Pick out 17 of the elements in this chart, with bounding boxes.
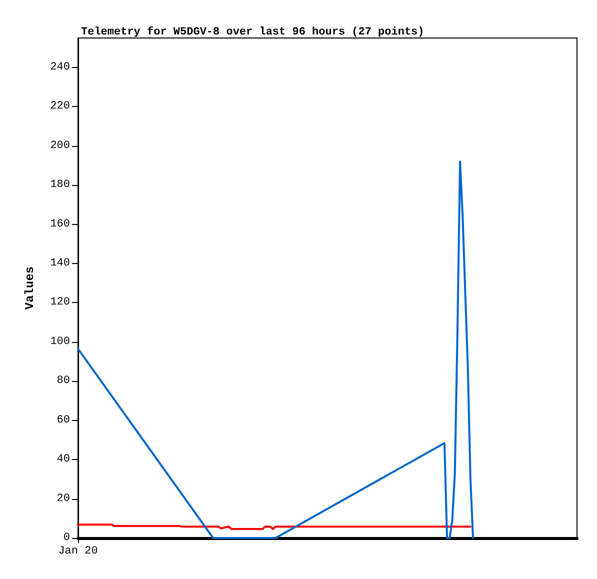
y-tick-label: 160 <box>50 218 70 230</box>
y-tick-label: 180 <box>50 179 70 192</box>
x-tick-label: Jan 20 <box>58 546 98 558</box>
y-tick-label: 200 <box>50 140 70 152</box>
chart-title: Telemetry for W5DGV-8 over last 96 hours (27 points) <box>81 26 424 38</box>
y-tick-label: 60 <box>56 414 70 426</box>
y-tick-label: 20 <box>56 492 70 505</box>
y-tick-label: 220 <box>50 100 70 113</box>
y-tick-label: 100 <box>50 336 70 348</box>
y-tick-label: 40 <box>56 454 70 466</box>
y-tick-label: 140 <box>50 257 70 270</box>
y-tick-label: 120 <box>50 296 70 309</box>
y-tick-label: 240 <box>50 61 70 74</box>
y-axis-title: Values <box>23 266 37 310</box>
line-series <box>77 160 474 539</box>
y-tick-label: 80 <box>56 375 70 388</box>
y-tick-label: 0 <box>63 532 70 544</box>
